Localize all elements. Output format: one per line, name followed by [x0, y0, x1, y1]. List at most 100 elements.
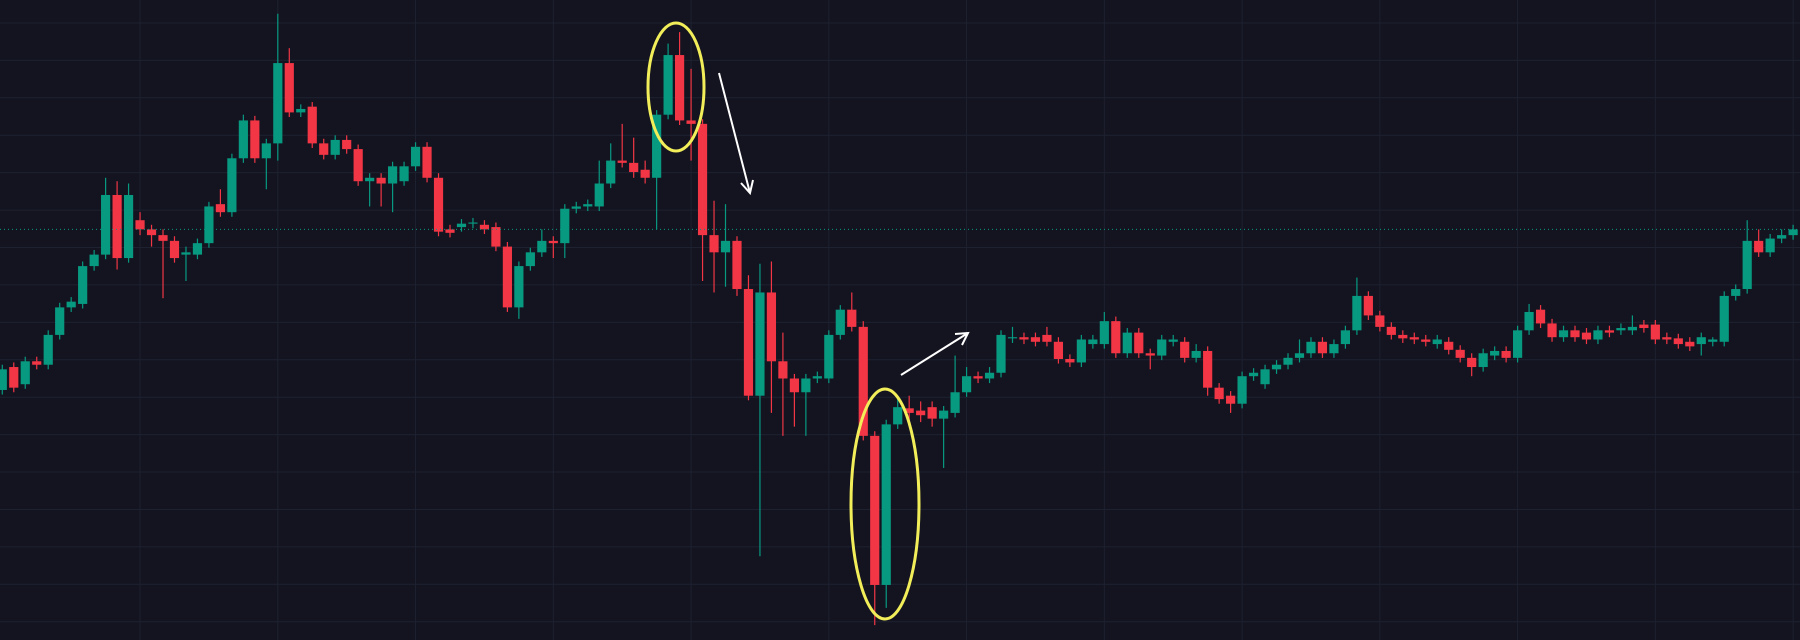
candle-body: [1513, 330, 1523, 358]
candle-body: [158, 235, 168, 241]
candle-body: [835, 309, 845, 335]
highlight-ellipse: [646, 21, 706, 153]
candle-body: [778, 361, 788, 379]
candle-body: [43, 334, 53, 365]
candle-body: [1157, 339, 1167, 356]
candle-body: [1340, 330, 1350, 345]
candle-body: [319, 143, 329, 155]
candle-body: [1226, 395, 1236, 404]
candle-body: [215, 204, 225, 213]
candle-body: [445, 229, 455, 233]
candle-body: [1191, 350, 1201, 358]
candle-body: [1203, 350, 1213, 388]
candle-body: [858, 326, 868, 436]
candle-body: [1581, 332, 1592, 340]
candle-body: [537, 240, 547, 253]
candle-body: [433, 177, 444, 232]
candle-body: [1375, 315, 1385, 327]
candle-body: [1421, 339, 1431, 342]
candle-body: [1352, 295, 1362, 331]
candle-body: [1604, 330, 1615, 333]
candle-body: [927, 407, 937, 419]
candle-body: [720, 240, 731, 253]
candle-body: [847, 309, 857, 327]
candle-body: [939, 410, 949, 419]
candle-body: [1134, 332, 1144, 354]
candle-body: [1099, 321, 1109, 345]
candle-body: [743, 289, 754, 396]
candle-body: [1214, 387, 1224, 400]
candle-body: [1019, 337, 1029, 340]
candle-body: [181, 252, 191, 255]
candle-body: [32, 361, 42, 365]
candle-body: [273, 63, 283, 144]
candle-body: [9, 367, 19, 388]
candle-body: [20, 361, 30, 385]
candle-body: [1490, 350, 1500, 356]
candle-body: [1478, 353, 1488, 368]
candle-body: [135, 220, 145, 230]
candle-body: [1409, 337, 1419, 340]
candle-body: [1754, 240, 1764, 253]
candle-body: [1042, 334, 1052, 342]
candle-body: [479, 224, 490, 230]
candle-body: [456, 223, 467, 228]
candle-body: [904, 408, 914, 413]
candle-body: [583, 204, 593, 207]
candle-body: [227, 158, 237, 213]
candle-body: [1329, 344, 1339, 354]
candle-body: [548, 240, 558, 244]
candle-body: [1386, 326, 1396, 335]
candle-body: [1363, 295, 1373, 316]
candle-body: [1570, 330, 1580, 338]
candle-body: [1237, 376, 1247, 404]
candle-body: [491, 227, 501, 247]
candle-body: [422, 146, 432, 178]
annotations: [646, 21, 970, 621]
candle-body: [1444, 341, 1454, 350]
candle-body: [1731, 289, 1741, 296]
candle-body: [78, 266, 88, 304]
candle-body: [1593, 330, 1603, 340]
candle-body: [1248, 372, 1259, 377]
candle-body: [1742, 240, 1752, 290]
candle-body: [1065, 358, 1075, 363]
candle-body: [502, 246, 512, 308]
candle-body: [250, 120, 260, 159]
candle-body: [169, 240, 180, 259]
candle-body: [204, 206, 214, 244]
candle-body: [0, 369, 7, 390]
candle-body: [1673, 338, 1683, 345]
candle-body: [950, 392, 960, 413]
candle-body: [1317, 341, 1328, 354]
candle-body: [112, 194, 122, 259]
candle-body: [399, 166, 409, 182]
candle-body: [801, 378, 811, 393]
candle-body: [353, 149, 363, 182]
candle-body: [640, 169, 650, 178]
candle-body: [916, 410, 926, 416]
arrow: [718, 72, 754, 196]
candle-body: [870, 435, 880, 585]
candle-body: [296, 108, 306, 113]
candle-body: [1535, 309, 1546, 324]
candle-body: [1639, 324, 1649, 329]
candle-body: [1777, 235, 1787, 239]
candle-body: [1685, 341, 1695, 347]
candle-body: [1616, 328, 1626, 331]
candle-body: [652, 114, 662, 178]
candle-body: [307, 106, 317, 144]
candle-body: [1294, 353, 1305, 358]
candle-body: [1696, 337, 1706, 345]
candle-body: [709, 235, 719, 253]
candle-body: [1467, 357, 1477, 368]
candle-body: [101, 194, 111, 255]
candle-body: [468, 222, 478, 224]
candle-body: [1455, 349, 1465, 358]
candle-body: [1271, 364, 1282, 370]
candle-body: [824, 334, 834, 379]
candle-body: [1662, 337, 1672, 340]
candle-body: [376, 177, 386, 184]
candle-body: [1111, 321, 1121, 354]
